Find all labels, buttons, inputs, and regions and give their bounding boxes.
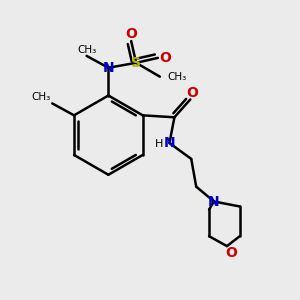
Text: S: S (131, 56, 141, 70)
Text: CH₃: CH₃ (168, 72, 187, 82)
Text: H: H (155, 139, 164, 149)
Text: O: O (125, 27, 137, 41)
Text: N: N (164, 136, 175, 150)
Text: O: O (225, 246, 237, 260)
Text: CH₃: CH₃ (31, 92, 50, 102)
Text: CH₃: CH₃ (77, 45, 96, 55)
Text: O: O (159, 51, 171, 65)
Text: O: O (186, 85, 198, 100)
Text: N: N (208, 194, 220, 208)
Text: N: N (103, 61, 114, 75)
